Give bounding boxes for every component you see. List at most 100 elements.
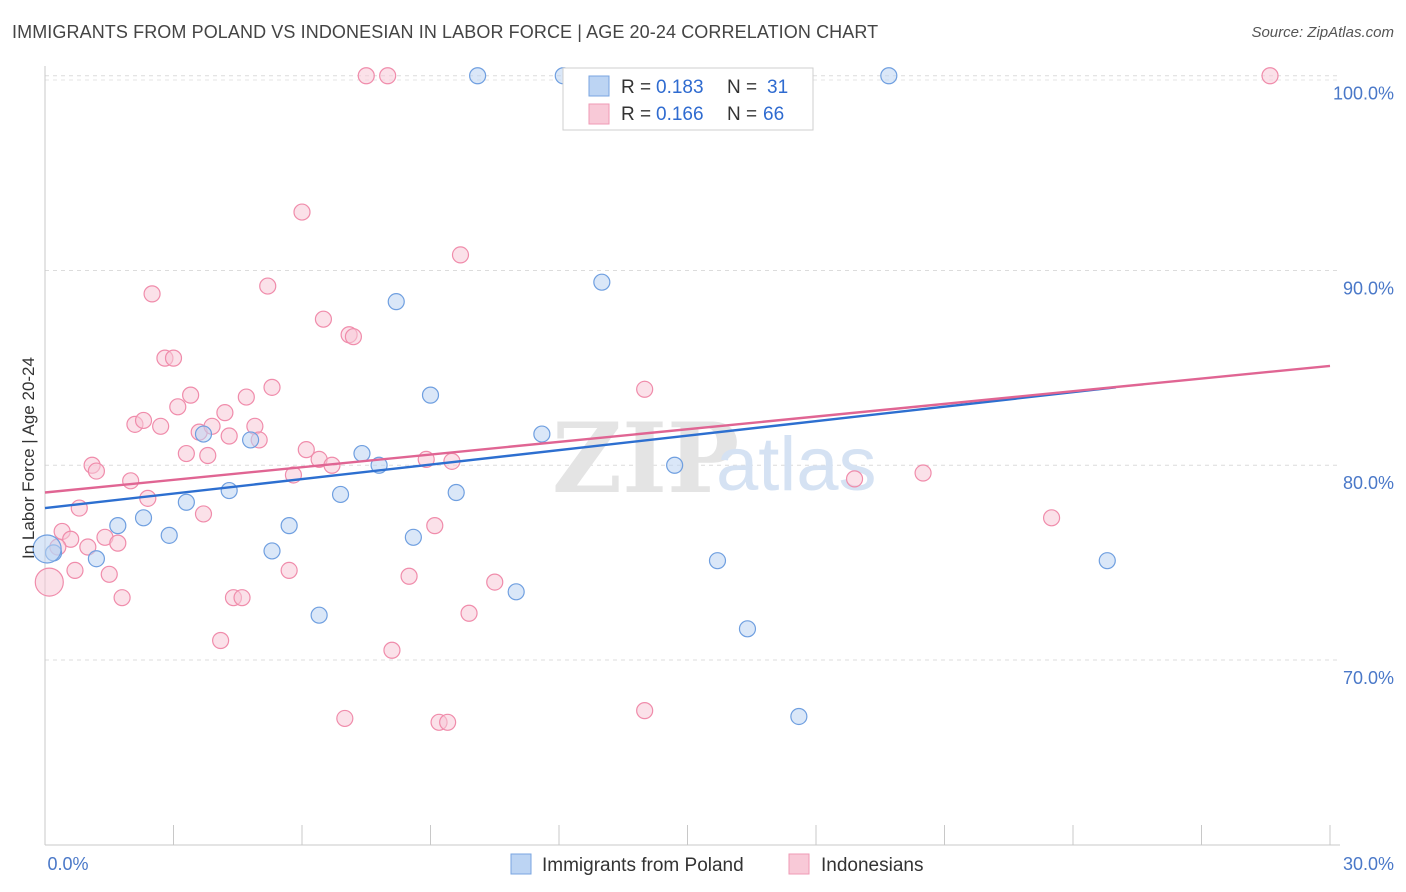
axes-layer: 70.0% 80.0% 90.0% 100.0% 0.0% 30.0% bbox=[44, 66, 1394, 874]
series-legend: Immigrants from Poland Indonesians bbox=[510, 853, 923, 876]
poland-point bbox=[533, 425, 551, 443]
poland-point bbox=[387, 293, 405, 311]
indonesian-point bbox=[280, 561, 298, 580]
poland-point bbox=[331, 485, 350, 504]
poland-point bbox=[507, 583, 525, 601]
trend-layer bbox=[44, 364, 1331, 510]
legend-n-value-indonesian: 66 bbox=[763, 104, 784, 125]
legend-r-value-indonesian: 0.166 bbox=[656, 104, 704, 125]
poland-point bbox=[134, 509, 153, 527]
poland-point bbox=[263, 542, 281, 560]
x-tick-label-max: 30.0% bbox=[1343, 854, 1394, 874]
indonesian-point bbox=[259, 277, 277, 295]
poland-point bbox=[87, 550, 106, 568]
indonesian-point bbox=[845, 470, 864, 488]
indonesian-point bbox=[297, 441, 315, 459]
y-tick-label: 80.0% bbox=[1343, 473, 1394, 493]
bottom-legend-swatch-indonesian bbox=[788, 853, 810, 875]
y-tick-label: 100.0% bbox=[1333, 84, 1394, 104]
indonesian-point bbox=[139, 489, 157, 507]
indonesian-point bbox=[439, 713, 457, 731]
bottom-legend-poland: Immigrants from Poland bbox=[542, 855, 744, 876]
indonesian-point bbox=[113, 589, 131, 607]
poland-point bbox=[280, 517, 298, 535]
indonesian-point bbox=[914, 464, 932, 482]
indonesian-point bbox=[79, 538, 97, 556]
indonesian-point bbox=[357, 67, 375, 85]
indonesian-point bbox=[486, 573, 504, 591]
poland-point bbox=[109, 517, 127, 535]
indonesian-point bbox=[199, 446, 217, 465]
poland-point bbox=[194, 425, 213, 443]
poland-point bbox=[220, 481, 238, 500]
indonesian-point bbox=[451, 246, 470, 264]
legend-r-value-poland: 0.183 bbox=[656, 77, 704, 98]
indonesian-point bbox=[194, 505, 213, 523]
correlation-legend: R = 0.183 N = 31 R = 0.166 N = 66 bbox=[562, 67, 814, 131]
poland-point bbox=[160, 526, 178, 544]
indonesian-point bbox=[152, 417, 170, 435]
poland-point bbox=[421, 386, 440, 404]
indonesian-point bbox=[1261, 67, 1279, 85]
source-label: Source: ZipAtlas.com bbox=[1251, 24, 1394, 41]
indonesian-point bbox=[100, 565, 118, 583]
poland-point bbox=[1098, 552, 1116, 570]
indonesian-point bbox=[460, 604, 478, 622]
indonesian-point bbox=[293, 203, 311, 221]
legend-swatch-poland bbox=[588, 75, 610, 97]
legend-r-label-indonesian: R = bbox=[621, 104, 651, 125]
indonesian-point bbox=[212, 631, 230, 650]
poland-point bbox=[242, 431, 260, 449]
indonesian-point bbox=[169, 398, 187, 416]
indonesian-point bbox=[87, 462, 106, 480]
legend-r-label-poland: R = bbox=[621, 77, 651, 98]
poland-point bbox=[790, 707, 808, 726]
poland-point bbox=[177, 493, 195, 511]
indonesian-point bbox=[263, 378, 281, 396]
indonesian-point bbox=[182, 386, 200, 404]
grid-layer bbox=[45, 75, 1340, 661]
legend-n-label-poland: N = bbox=[727, 77, 757, 98]
points-layer bbox=[32, 67, 1279, 731]
indonesian-point bbox=[1042, 509, 1061, 527]
indonesian-point bbox=[636, 702, 654, 720]
y-axis-label: In Labor Force | Age 20-24 bbox=[19, 357, 38, 559]
legend-n-label-indonesian: N = bbox=[727, 104, 757, 125]
poland-point bbox=[738, 620, 757, 638]
watermark-zip: ZIP bbox=[552, 402, 739, 515]
y-tick-label: 70.0% bbox=[1343, 668, 1394, 688]
indonesian-point bbox=[216, 404, 234, 422]
indonesian-point bbox=[143, 285, 161, 303]
poland-point bbox=[469, 67, 487, 85]
indonesian-point bbox=[177, 444, 195, 463]
poland-point bbox=[593, 273, 611, 291]
indonesian-point bbox=[336, 709, 354, 728]
indonesian-point bbox=[109, 534, 127, 552]
poland-point bbox=[708, 552, 727, 570]
indonesian-point bbox=[134, 411, 153, 430]
indonesian-point bbox=[66, 561, 84, 580]
watermark-atlas: atlas bbox=[716, 422, 877, 507]
indonesian-point bbox=[237, 388, 255, 406]
indonesian-point bbox=[426, 517, 444, 535]
indonesian-point bbox=[122, 472, 140, 490]
watermark: ZIP atlas bbox=[552, 402, 877, 515]
indonesian-point bbox=[400, 567, 418, 585]
bottom-legend-indonesian: Indonesians bbox=[821, 855, 923, 876]
indonesian-point bbox=[164, 349, 183, 367]
indonesian-trend-line bbox=[44, 364, 1331, 494]
poland-trend-line bbox=[44, 386, 1116, 510]
poland-point bbox=[447, 483, 465, 502]
indonesian-point bbox=[233, 589, 251, 607]
indonesian-point bbox=[636, 380, 654, 398]
legend-swatch-indonesian bbox=[588, 103, 610, 125]
chart-title: IMMIGRANTS FROM POLAND VS INDONESIAN IN … bbox=[12, 22, 879, 42]
legend-n-value-poland: 31 bbox=[767, 77, 788, 98]
x-tick-label-min: 0.0% bbox=[47, 854, 88, 874]
indonesian-point bbox=[220, 427, 238, 445]
indonesian-point bbox=[34, 567, 64, 597]
poland-point bbox=[310, 606, 328, 624]
indonesian-point bbox=[314, 310, 333, 328]
indonesian-point bbox=[62, 530, 80, 548]
